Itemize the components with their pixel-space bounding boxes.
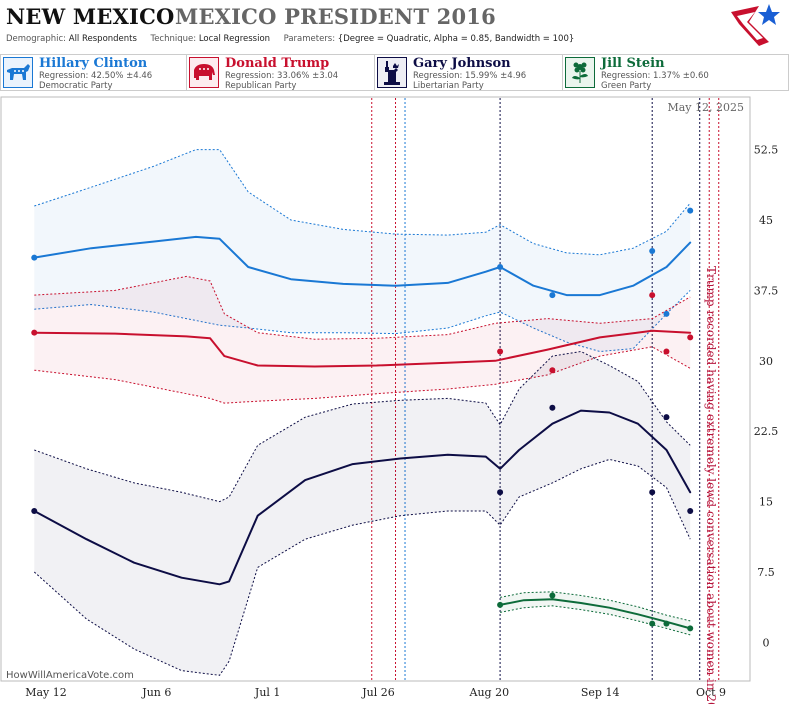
x-tick-label: Sep 14	[581, 686, 620, 699]
legend-regression-stein: Regression: 1.37% ±0.60	[601, 71, 709, 81]
jill-stein-lower-bound	[500, 605, 691, 636]
legend-regression-johnson: Regression: 15.99% ±4.96	[413, 71, 527, 81]
y-axis-ticks: 0 7.5 15 22.5 30 37.5 45 52.5	[754, 144, 779, 650]
regression-lines	[33, 235, 692, 630]
plot-frame	[0, 96, 751, 682]
parameters-line: Demographic: All Respondents Technique: …	[6, 34, 574, 44]
y-tick-label: 0	[763, 636, 770, 649]
hillary-clinton-poll-point[interactable]	[31, 254, 38, 261]
donald-trump-lower-bound	[34, 346, 691, 404]
donald-trump-poll-point[interactable]	[687, 334, 694, 341]
candidate-legend: Hillary Clinton Regression: 42.50% ±4.46…	[0, 54, 789, 94]
legend-name-johnson: Gary Johnson	[413, 56, 511, 71]
event-annotation: Trump recorded having extremely lewd con…	[704, 266, 718, 704]
parameters-key: Parameters:	[283, 34, 336, 44]
site-watermark: HowWillAmericaVote.com	[6, 670, 134, 681]
date-stamp: May 12, 2025	[667, 101, 744, 114]
x-tick-label: May 12	[25, 686, 67, 699]
gary-johnson-upper-bound	[34, 350, 691, 503]
donald-trump-poll-point[interactable]	[549, 367, 556, 374]
chart-header: NEW MEXICO MEXICO PRESIDENT 2016 Demogra…	[0, 0, 789, 50]
y-tick-label: 45	[759, 214, 773, 227]
legend-party-trump: Republican Party	[225, 81, 297, 91]
y-tick-label: 37.5	[754, 284, 779, 297]
gary-johnson-poll-point[interactable]	[549, 404, 556, 411]
donald-trump-upper-bound	[34, 275, 691, 340]
x-tick-label: Aug 20	[469, 686, 510, 699]
x-tick-label: Jul 26	[361, 686, 395, 699]
jill-stein-regression-line	[499, 598, 692, 630]
hillary-clinton-poll-point[interactable]	[649, 248, 656, 255]
state-title: NEW MEXICO	[6, 4, 175, 29]
donald-trump-band	[34, 276, 691, 404]
jill-stein-poll-point[interactable]	[549, 592, 556, 599]
jill-stein-poll-point[interactable]	[663, 620, 670, 627]
hillary-clinton-poll-point[interactable]	[663, 310, 670, 317]
donald-trump-poll-point[interactable]	[663, 348, 670, 355]
jill-stein-band	[500, 591, 691, 635]
donald-trump-poll-point[interactable]	[497, 348, 504, 355]
donald-trump-poll-point[interactable]	[649, 292, 656, 299]
jill-stein-poll-point[interactable]	[649, 620, 656, 627]
demographic-key: Demographic:	[6, 34, 67, 44]
confidence-bands	[33, 149, 691, 676]
legend-item-trump[interactable]: Donald Trump Regression: 33.06% ±3.04 Re…	[186, 54, 374, 91]
legend-party-clinton: Democratic Party	[39, 81, 113, 91]
legend-name-stein: Jill Stein	[601, 56, 665, 71]
jill-stein-upper-bound	[500, 591, 691, 622]
legend-party-stein: Green Party	[601, 81, 652, 91]
gary-johnson-regression-line	[33, 409, 692, 586]
flower-icon	[565, 57, 595, 88]
legend-regression-clinton: Regression: 42.50% ±4.46	[39, 71, 153, 81]
technique-value: Local Regression	[198, 34, 271, 44]
legend-regression-trump: Regression: 33.06% ±3.04	[225, 71, 339, 81]
hillary-clinton-poll-point[interactable]	[549, 292, 556, 299]
legend-item-johnson[interactable]: Gary Johnson Regression: 15.99% ±4.96 Li…	[374, 54, 562, 91]
gary-johnson-poll-point[interactable]	[649, 489, 656, 496]
y-tick-label: 7.5	[757, 566, 775, 579]
gary-johnson-poll-point[interactable]	[687, 508, 694, 515]
donald-trump-poll-point[interactable]	[31, 329, 38, 336]
legend-party-johnson: Libertarian Party	[413, 81, 484, 91]
legend-item-clinton[interactable]: Hillary Clinton Regression: 42.50% ±4.46…	[0, 54, 186, 91]
site-logo-icon	[731, 4, 780, 46]
liberty-torch-icon	[377, 57, 407, 88]
poll-points	[31, 207, 694, 632]
y-tick-label: 52.5	[754, 144, 779, 157]
x-axis-ticks: May 12 Jun 6 Jul 1 Jul 26 Aug 20 Sep 14 Oct 9	[25, 686, 726, 699]
chart-svg: 0 7.5 15 22.5 30 37.5 45 52.5 May 12 Jun 6 Jul 1 J…	[0, 96, 779, 704]
x-tick-label: Jun 6	[141, 686, 171, 699]
jill-stein-poll-point[interactable]	[497, 601, 504, 608]
regression-chart: 0 7.5 15 22.5 30 37.5 45 52.5 May 12 Jun 6 Jul 1 J…	[0, 96, 789, 704]
y-tick-label: 15	[759, 496, 773, 509]
x-tick-label: Jul 1	[254, 686, 281, 699]
donald-trump-regression-line	[33, 329, 692, 368]
legend-name-trump: Donald Trump	[225, 56, 330, 71]
race-title: MEXICO PRESIDENT 2016	[175, 4, 496, 29]
demographic-value: All Respondents	[68, 34, 137, 44]
hillary-clinton-poll-point[interactable]	[497, 263, 504, 270]
elephant-icon	[189, 57, 219, 88]
hillary-clinton-regression-line	[33, 235, 692, 297]
jill-stein-poll-point[interactable]	[687, 625, 694, 632]
parameters-value: {Degree = Quadratic, Alpha = 0.85, Bandw…	[337, 34, 575, 44]
y-tick-label: 22.5	[754, 425, 779, 438]
legend-name-clinton: Hillary Clinton	[39, 56, 148, 71]
y-tick-label: 30	[759, 355, 773, 368]
hillary-clinton-lower-bound	[34, 290, 691, 353]
technique-key: Technique:	[150, 34, 197, 44]
hillary-clinton-poll-point[interactable]	[687, 207, 694, 214]
gary-johnson-poll-point[interactable]	[663, 414, 670, 421]
gary-johnson-band	[34, 351, 691, 676]
gary-johnson-poll-point[interactable]	[497, 489, 504, 496]
event-lines	[371, 98, 720, 680]
x-tick-label: Oct 9	[696, 686, 726, 699]
gary-johnson-poll-point[interactable]	[31, 508, 38, 515]
hillary-clinton-upper-bound	[34, 149, 691, 256]
legend-item-stein[interactable]: Jill Stein Regression: 1.37% ±0.60 Green…	[562, 54, 789, 91]
donkey-icon	[3, 57, 33, 88]
hillary-clinton-band	[34, 149, 691, 352]
gary-johnson-lower-bound	[33, 458, 691, 676]
